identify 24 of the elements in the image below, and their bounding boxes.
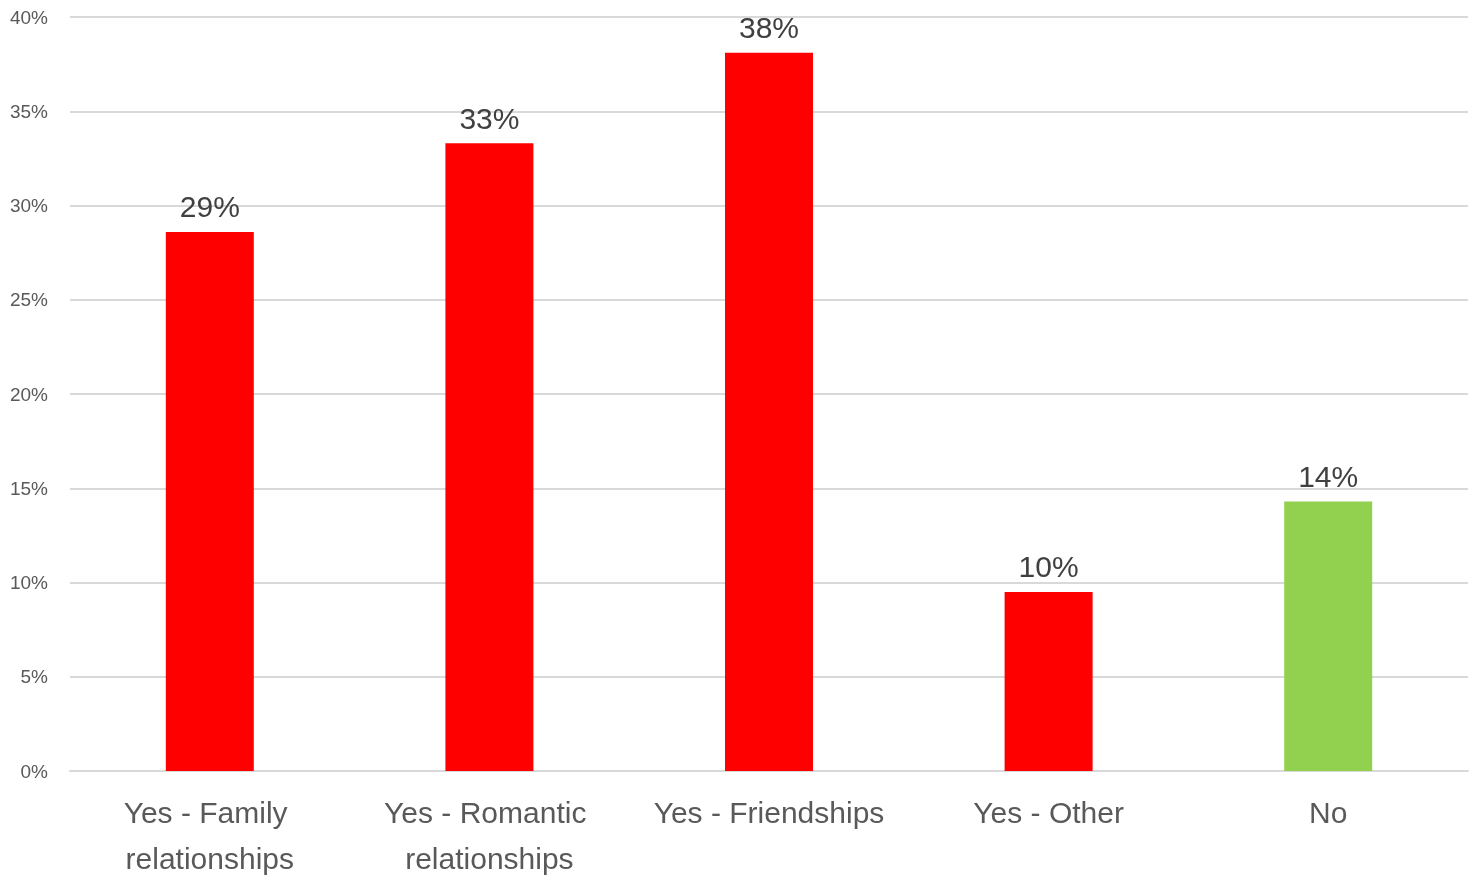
y-tick-label: 25% [9,289,49,311]
x-tick-label: No [1309,795,1348,829]
x-tick-label: Yes - Friendships [653,795,885,829]
bar [1284,501,1373,771]
bar [165,231,254,771]
data-label: 10% [1018,550,1079,584]
bar [725,52,813,771]
x-tick-label: Yes - Family relationships [123,795,296,875]
y-tick-label: 30% [9,195,49,216]
data-label: 38% [738,11,800,45]
y-tick-label: 40% [9,6,49,28]
data-label: 33% [459,101,520,135]
bar [445,143,534,771]
data-label: 14% [1298,459,1359,493]
x-tick-label: Yes - Romantic relationships [384,795,595,875]
y-tick-label: 10% [9,572,49,593]
y-tick-label: 20% [9,383,49,405]
y-tick-label: 5% [20,666,49,688]
y-tick-label: 35% [9,100,49,122]
data-label: 29% [179,190,240,224]
bar [1004,591,1093,771]
x-tick-label: Yes - Other [973,795,1124,829]
y-tick-label: 15% [9,477,49,499]
y-tick-label: 0% [20,760,49,782]
